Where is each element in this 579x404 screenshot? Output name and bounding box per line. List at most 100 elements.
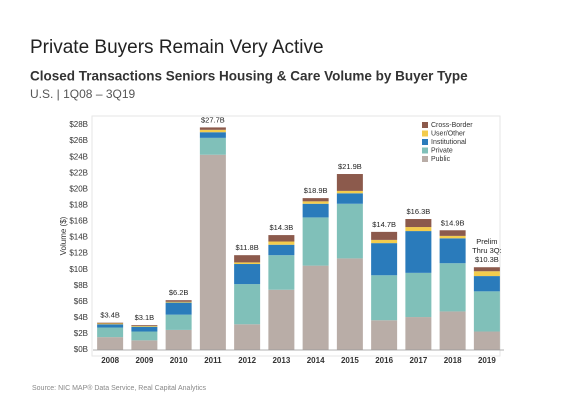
- total-label: $18.9B: [304, 186, 328, 195]
- bar-segment: [302, 198, 329, 202]
- bar-segment: [97, 327, 124, 338]
- legend-label: Public: [431, 156, 451, 163]
- y-tick-label: $6B: [74, 297, 88, 306]
- plot-frame: [91, 115, 501, 357]
- bar-segment: [473, 331, 500, 350]
- bar-segment: [234, 324, 261, 350]
- bar-segment: [302, 217, 329, 266]
- legend-label: Private: [431, 147, 453, 154]
- bar-segment: [405, 231, 432, 273]
- source: Source: NIC MAP® Data Service, Real Capi…: [32, 384, 207, 392]
- bar-segment: [131, 340, 158, 350]
- bar-segment: [302, 201, 329, 204]
- bar-segment: [199, 132, 226, 138]
- bar-segment: [439, 238, 466, 264]
- legend-swatch: [422, 139, 428, 145]
- bar-segment: [371, 243, 398, 276]
- bar-segment: [268, 244, 295, 256]
- legend-swatch: [422, 122, 428, 128]
- annotation: Thru 3Q:: [472, 246, 502, 255]
- bar-segment: [131, 326, 158, 332]
- y-tick-label: $24B: [69, 152, 88, 161]
- x-tick-label: 2015: [341, 356, 359, 365]
- x-tick-label: 2009: [135, 356, 153, 365]
- legend-swatch: [422, 156, 428, 162]
- total-label: $11.8B: [236, 243, 259, 252]
- bar-segment: [268, 241, 295, 245]
- bar-segment: [439, 311, 466, 350]
- total-label: $3.1B: [135, 313, 155, 322]
- y-axis-label: Volume ($): [59, 216, 68, 255]
- bar-segment: [165, 302, 192, 315]
- bar-segment: [439, 235, 466, 239]
- y-tick-label: $26B: [69, 136, 88, 145]
- bar-segment: [97, 337, 124, 350]
- x-tick-label: 2012: [238, 356, 256, 365]
- bar-segment: [234, 262, 261, 265]
- bar-segment: [371, 320, 398, 350]
- y-tick-label: $4B: [74, 313, 88, 322]
- y-tick-label: $20B: [69, 184, 88, 193]
- total-label: $10.3B: [475, 255, 499, 264]
- bar-segment: [473, 276, 500, 292]
- y-tick-label: $14B: [69, 233, 88, 242]
- bar-segment: [199, 137, 226, 155]
- bar-segment: [268, 255, 295, 290]
- bar-segment: [405, 272, 432, 318]
- bar-segment: [336, 203, 363, 259]
- total-label: $3.4B: [100, 311, 120, 320]
- y-tick-label: $16B: [69, 217, 88, 226]
- bar-segment: [371, 231, 398, 240]
- total-label: $14.7B: [372, 220, 396, 229]
- total-label: $14.3B: [269, 223, 293, 232]
- y-tick-label: $10B: [69, 265, 88, 274]
- x-tick-label: 2011: [204, 356, 222, 365]
- legend-swatch: [422, 130, 428, 137]
- bar-segment: [336, 258, 363, 350]
- bar-segment: [371, 239, 398, 244]
- x-tick-label: 2013: [272, 356, 290, 365]
- bar-segment: [268, 235, 295, 242]
- y-tick-label: $8B: [74, 281, 88, 290]
- y-tick-label: $0B: [74, 345, 88, 354]
- y-tick-label: $22B: [69, 168, 88, 177]
- legend-label: Institutional: [431, 139, 467, 146]
- bar-segment: [473, 267, 500, 272]
- bar-segment: [405, 219, 432, 228]
- bar-segment: [165, 329, 192, 350]
- bar-segment: [199, 129, 226, 133]
- bar-segment: [473, 271, 500, 277]
- bar-segment: [234, 255, 261, 263]
- y-tick-label: $12B: [69, 249, 88, 258]
- x-tick-label: 2014: [307, 356, 325, 365]
- bar-segment: [336, 174, 363, 191]
- bar-segment: [336, 193, 363, 204]
- bar-segment: [405, 317, 432, 350]
- bar-segment: [336, 190, 363, 194]
- x-tick-label: 2008: [101, 356, 119, 365]
- x-tick-label: 2018: [444, 356, 462, 365]
- bar-segment: [199, 127, 226, 130]
- bar-segment: [405, 227, 432, 232]
- x-tick-label: 2019: [478, 356, 496, 365]
- bar-segment: [371, 275, 398, 321]
- bar-segment: [131, 325, 158, 327]
- chart-subtitle: Closed Transactions Seniors Housing & Ca…: [30, 69, 468, 84]
- bar-segment: [165, 301, 192, 303]
- bar-segment: [268, 289, 295, 350]
- bar-segment: [97, 322, 124, 324]
- bar-segment: [234, 264, 261, 285]
- bar-segment: [302, 265, 329, 350]
- legend-swatch: [422, 147, 428, 154]
- x-tick-label: 2017: [409, 356, 427, 365]
- bar-segment: [97, 323, 124, 325]
- total-label: $6.2B: [169, 288, 189, 297]
- bar-segment: [97, 324, 124, 328]
- bar-segment: [131, 331, 158, 341]
- bar-segment: [165, 300, 192, 302]
- chart-title: Private Buyers Remain Very Active: [30, 37, 324, 58]
- legend-label: Cross-Border: [431, 122, 473, 129]
- bar-segment: [439, 230, 466, 236]
- x-tick-label: 2016: [375, 356, 393, 365]
